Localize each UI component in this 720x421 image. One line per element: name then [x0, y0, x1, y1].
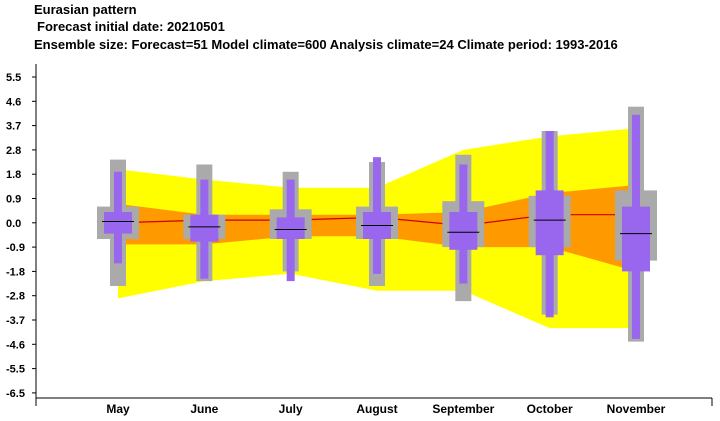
- chart-subtitle-ensemble: Ensemble size: Forecast=51 Model climate…: [34, 37, 618, 52]
- chart-subtitle-forecast-date: Forecast initial date: 20210501: [37, 19, 225, 34]
- y-tick-label: 5.5: [6, 72, 21, 84]
- forecast-box-3: [361, 157, 393, 274]
- forecast-iqr: [622, 206, 650, 272]
- forecast-box-2: [274, 179, 307, 282]
- y-tick-label: 0.9: [6, 194, 21, 206]
- forecast-iqr: [276, 217, 305, 239]
- y-tick-label: -6.5: [6, 388, 25, 400]
- y-tick-label: -0.9: [6, 242, 25, 254]
- y-tick-label: 1.8: [6, 169, 21, 181]
- forecast-iqr: [190, 214, 219, 242]
- y-tick-label: 2.8: [6, 145, 21, 157]
- forecast-iqr: [104, 212, 132, 234]
- forecast-box-6: [620, 114, 652, 339]
- y-tick-label: 3.7: [6, 121, 21, 133]
- x-tick-label: October: [527, 402, 573, 416]
- chart-title: Eurasian pattern: [34, 2, 137, 17]
- y-tick-label: -5.5: [6, 364, 25, 376]
- x-tick-label: September: [432, 402, 494, 416]
- forecast-iqr: [449, 212, 478, 250]
- y-tick-labels: 5.5 4.6 3.7 2.8 1.8 0.9 0.0 -0.9 -1.8 -2.8 -3.7 -4.…: [6, 72, 36, 400]
- forecast-box-group: [102, 114, 652, 339]
- forecast-box-1: [188, 179, 221, 279]
- y-tick-label: -1.8: [6, 266, 25, 278]
- x-tick-label: June: [190, 402, 218, 416]
- y-tick-label: -4.6: [6, 339, 25, 351]
- x-tick-label: August: [356, 402, 397, 416]
- forecast-iqr: [535, 190, 564, 256]
- y-tick-label: -3.7: [6, 315, 25, 327]
- x-tick-label: July: [279, 402, 303, 416]
- y-tick-label: 0.0: [6, 218, 21, 230]
- x-tick-label: November: [607, 402, 666, 416]
- y-tick-label: 4.6: [6, 96, 21, 108]
- forecast-box-0: [102, 171, 134, 264]
- x-tick-label: May: [106, 402, 130, 416]
- y-tick-label: -2.8: [6, 291, 25, 303]
- axes: [35, 64, 713, 406]
- x-tick-labels: May June July August September October Novembe…: [106, 402, 665, 416]
- forecast-box-5: [533, 131, 566, 318]
- forecast-box-4: [447, 164, 480, 284]
